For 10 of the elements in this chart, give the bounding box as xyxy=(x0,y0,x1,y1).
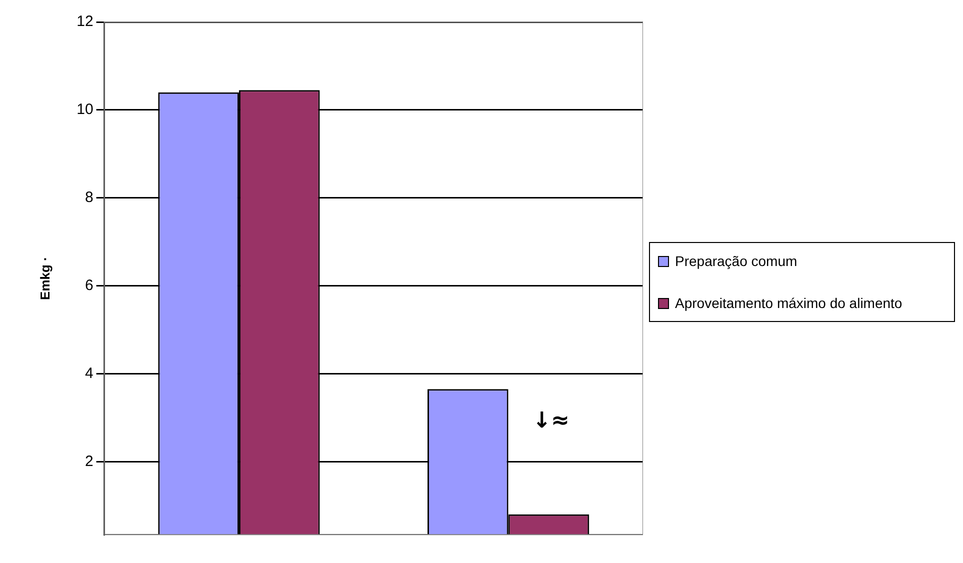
y-tick-label: 12 xyxy=(76,13,94,30)
y-tick-label: 8 xyxy=(84,188,94,206)
y-tick-label: 6 xyxy=(84,276,94,294)
y-tick-label: 10 xyxy=(76,101,94,118)
legend-label: Preparação comum xyxy=(675,252,798,268)
y-axis-title: Emkg · xyxy=(37,256,52,300)
legend-label: Aproveitamento máximo do alimento xyxy=(675,294,902,310)
y-tick-label: 4 xyxy=(84,364,94,382)
annotation: ↓≈ xyxy=(532,408,570,434)
y-tick-label: 2 xyxy=(84,452,94,470)
